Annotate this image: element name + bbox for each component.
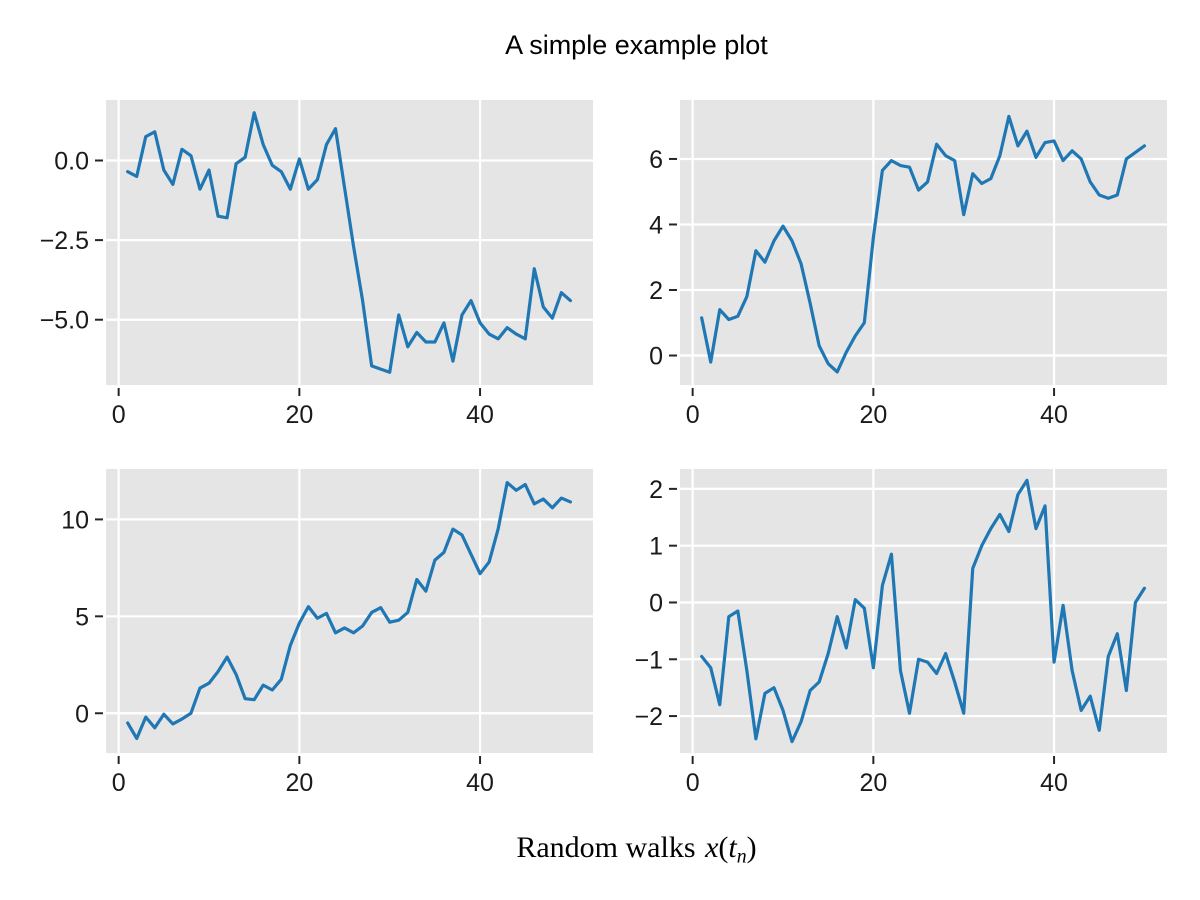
subplot-top-left: 0 20 40 0.0 −2.5 −5.0: [40, 100, 593, 429]
random-walk-line: [700, 478, 1147, 744]
y-tick-label: 6: [649, 146, 663, 174]
y-tick-label: 10: [61, 506, 89, 534]
plot-panel: [106, 469, 593, 753]
x-tick-label: 20: [285, 401, 313, 429]
plot-panel: [106, 100, 593, 385]
x-tick-label: 0: [112, 401, 126, 429]
y-tick-label: 1: [649, 533, 663, 561]
y-tick-label: −5.0: [40, 307, 89, 335]
random-walk-line: [700, 114, 1147, 374]
y-tick-label: −1: [634, 646, 663, 674]
x-tick-label: 0: [686, 769, 700, 797]
x-tick-label: 40: [1040, 401, 1068, 429]
subplot-bottom-left: 0 20 40 0 5 10: [61, 469, 593, 797]
x-tick-label: 40: [466, 401, 494, 429]
x-tick-label: 20: [859, 401, 887, 429]
y-tick-label: 0: [75, 700, 89, 728]
x-tick-label: 0: [686, 401, 700, 429]
plot-panel: [680, 100, 1167, 385]
x-tick-label: 20: [285, 769, 313, 797]
x-tick-label: 40: [466, 769, 494, 797]
y-tick-label: 0: [649, 589, 663, 617]
y-tick-label: 2: [649, 277, 663, 305]
y-tick-label: 5: [75, 603, 89, 631]
xlabel-close-paren: ): [746, 831, 757, 864]
xlabel-text: Random walks: [516, 831, 696, 864]
y-tick-label: −2: [634, 703, 663, 731]
subplot-top-right: 0 20 40 0 2 4 6: [649, 100, 1167, 429]
random-walk-line: [126, 111, 573, 374]
y-tick-label: 4: [649, 211, 663, 239]
xlabel-math-x: x: [705, 831, 719, 864]
x-tick-label: 20: [859, 769, 887, 797]
subplot-bottom-right: 0 20 40 −2 −1 0 1 2: [634, 469, 1167, 797]
x-tick-label: 0: [112, 769, 126, 797]
y-tick-label: −2.5: [40, 227, 89, 255]
xlabel-open-paren: (: [718, 831, 729, 864]
x-tick-label: 40: [1040, 769, 1068, 797]
y-tick-label: 0: [649, 343, 663, 371]
y-tick-label: 0.0: [54, 148, 89, 176]
figure-xlabel: Random walks x(tn): [106, 831, 1167, 868]
random-walk-line: [126, 480, 573, 741]
y-tick-label: 2: [649, 476, 663, 504]
figure-title: A simple example plot: [505, 30, 768, 60]
xlabel-subscript-n: n: [736, 845, 747, 868]
xlabel-math-t: t: [728, 831, 737, 864]
